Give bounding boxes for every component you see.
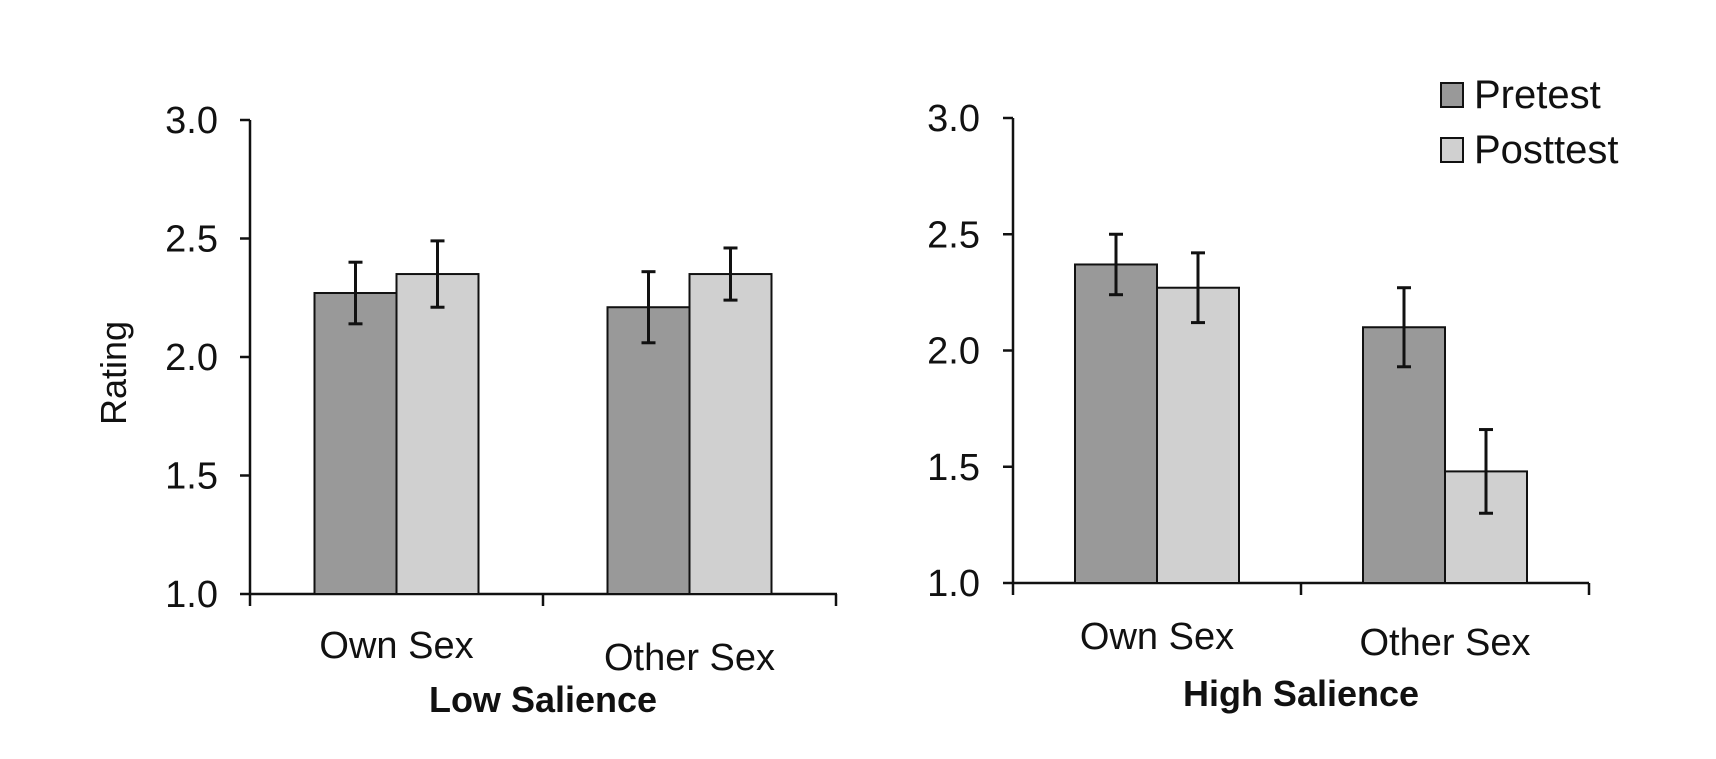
- bar-posttest-own-sex: [1156, 286, 1240, 584]
- x-category-label: Own Sex: [1080, 616, 1234, 658]
- bar-pretest-other-sex: [606, 306, 691, 595]
- legend-swatch: [1440, 137, 1464, 163]
- panel-title: Low Salience: [429, 679, 657, 720]
- y-tick-label: 3.0: [165, 100, 218, 142]
- x-category-label: Own Sex: [319, 625, 473, 667]
- y-tick-label: 1.5: [927, 447, 980, 489]
- y-tick-label: 2.0: [165, 337, 218, 379]
- y-tick-label: 2.5: [927, 214, 980, 256]
- y-tick-label: 2.0: [927, 331, 980, 373]
- legend-label: Pretest: [1474, 73, 1601, 117]
- x-category-label: Other Sex: [604, 637, 775, 679]
- legend-label: Posttest: [1474, 128, 1619, 172]
- bar-pretest-other-sex: [1362, 326, 1446, 584]
- y-tick-label: 1.0: [165, 574, 218, 616]
- y-tick-label: 1.5: [165, 456, 218, 498]
- x-category-label: Other Sex: [1359, 622, 1530, 664]
- y-tick-label: 3.0: [927, 98, 980, 140]
- y-tick-label: 1.0: [927, 563, 980, 605]
- panel-title: High Salience: [1183, 673, 1419, 714]
- y-tick-label: 2.5: [165, 219, 218, 261]
- legend-swatch: [1440, 82, 1464, 108]
- bar-posttest-other-sex: [688, 273, 773, 595]
- bar-pretest-own-sex: [313, 292, 398, 595]
- bar-pretest-own-sex: [1074, 263, 1158, 584]
- bar-posttest-own-sex: [395, 273, 480, 595]
- y-axis-title: Rating: [93, 321, 134, 425]
